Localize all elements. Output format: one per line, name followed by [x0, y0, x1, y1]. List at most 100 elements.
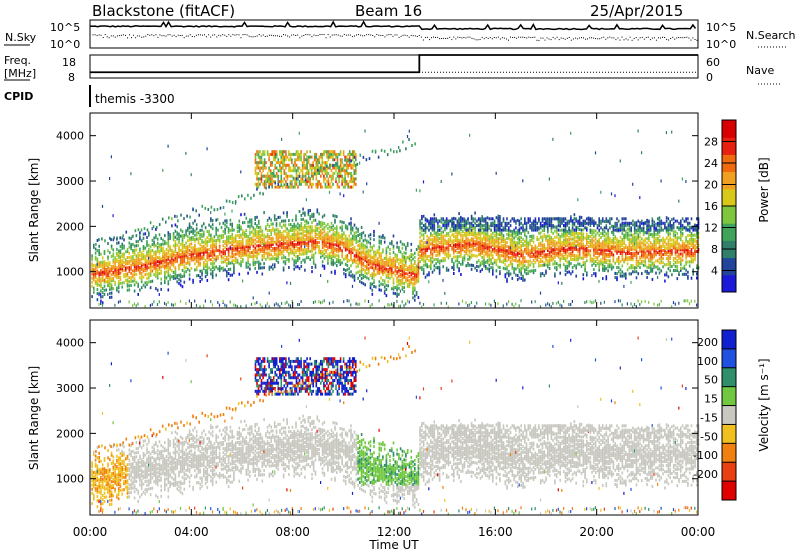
power-cell: [582, 242, 585, 246]
power-cell: [153, 240, 155, 244]
power-cell: [128, 276, 131, 280]
power-cell: [497, 265, 499, 269]
power-cell: [398, 258, 400, 262]
power-cell: [344, 226, 347, 230]
power-cell: [125, 272, 127, 276]
nsearch-point: [574, 37, 576, 39]
power-cell: [341, 232, 343, 236]
nsearch-point: [297, 34, 299, 36]
power-cell: [160, 245, 162, 249]
power-cell: [392, 277, 395, 281]
power-cell: [582, 232, 585, 236]
power-cell: [201, 249, 203, 253]
power-cell: [217, 267, 219, 271]
power-cell: [481, 219, 483, 223]
power-cell: [158, 263, 161, 267]
nsearch-point: [429, 39, 430, 41]
power-cell: [179, 253, 182, 256]
power-cell: [101, 256, 104, 260]
power-cell: [254, 246, 256, 250]
power-cell: [532, 265, 535, 269]
power-cell: [199, 275, 201, 279]
power-cell: [231, 232, 233, 236]
power-cell: [399, 266, 402, 270]
power-cell: [162, 246, 164, 250]
power-cell: [281, 231, 283, 235]
power-cell: [383, 261, 386, 264]
power-cell: [259, 248, 262, 252]
power-cell: [617, 270, 620, 274]
power-cell: [185, 266, 187, 270]
power-cell: [559, 247, 561, 251]
power-cell: [355, 302, 357, 306]
power-cell: [210, 233, 212, 237]
power-cell: [483, 262, 485, 266]
nsearch-point: [127, 37, 128, 39]
power-cell: [508, 231, 510, 235]
power-cell: [208, 237, 210, 241]
power-cell: [469, 133, 471, 137]
power-cell: [188, 226, 191, 230]
power-cell: [240, 235, 242, 239]
power-cell: [414, 255, 416, 259]
power-cell: [135, 256, 138, 260]
power-cell: [557, 239, 560, 243]
power-cell: [289, 281, 292, 285]
power-cell: [98, 283, 100, 287]
power-cell: [249, 247, 251, 251]
power-cell: [442, 265, 444, 269]
power-cell: [469, 303, 471, 307]
nsearch-point: [380, 35, 382, 37]
power-cell: [263, 239, 265, 243]
power-cell: [424, 224, 427, 228]
power-cell: [366, 276, 368, 280]
power-cell: [389, 266, 391, 270]
power-cell: [451, 233, 453, 237]
power-cell: [497, 245, 499, 249]
power-cell: [158, 267, 161, 271]
power-cell: [435, 241, 437, 245]
power-cell: [419, 243, 421, 247]
power-cell: [227, 261, 230, 265]
power-cell: [527, 247, 530, 251]
power-cell: [293, 232, 295, 236]
power-cell: [536, 256, 538, 260]
power-cell: [548, 258, 551, 262]
power-cell: [350, 223, 352, 227]
power-cell: [293, 263, 295, 267]
power-cell: [103, 260, 106, 264]
power-cell: [242, 233, 244, 237]
power-cell: [323, 248, 326, 252]
power-cell: [181, 262, 184, 266]
power-cell: [192, 256, 194, 260]
power-cell: [300, 224, 303, 228]
power-cell: [555, 229, 558, 233]
nsearch-point: [362, 35, 364, 37]
power-cell: [192, 254, 194, 258]
power-cell: [385, 267, 388, 271]
power-cell: [110, 291, 113, 295]
power-cell: [250, 222, 253, 226]
power-cell: [220, 250, 223, 254]
power-cell: [297, 255, 299, 258]
power-cell: [288, 241, 290, 245]
power-cell: [625, 244, 627, 247]
power-cell: [516, 237, 519, 241]
power-cell: [369, 255, 372, 259]
power-cell: [492, 248, 494, 252]
power-cell: [158, 245, 161, 249]
power-cell: [469, 239, 471, 243]
power-cell: [337, 233, 340, 237]
power-cell: [142, 263, 145, 267]
power-cell: [155, 254, 157, 258]
power-cell: [336, 225, 338, 229]
nsearch-point: [122, 34, 124, 36]
power-cell: [119, 245, 122, 249]
power-cell: [140, 267, 143, 271]
power-cell: [107, 265, 109, 269]
power-cell: [169, 245, 171, 249]
power-cell: [490, 241, 492, 245]
power-cell: [422, 243, 425, 247]
power-cell: [109, 285, 111, 289]
power-cell: [265, 245, 267, 249]
